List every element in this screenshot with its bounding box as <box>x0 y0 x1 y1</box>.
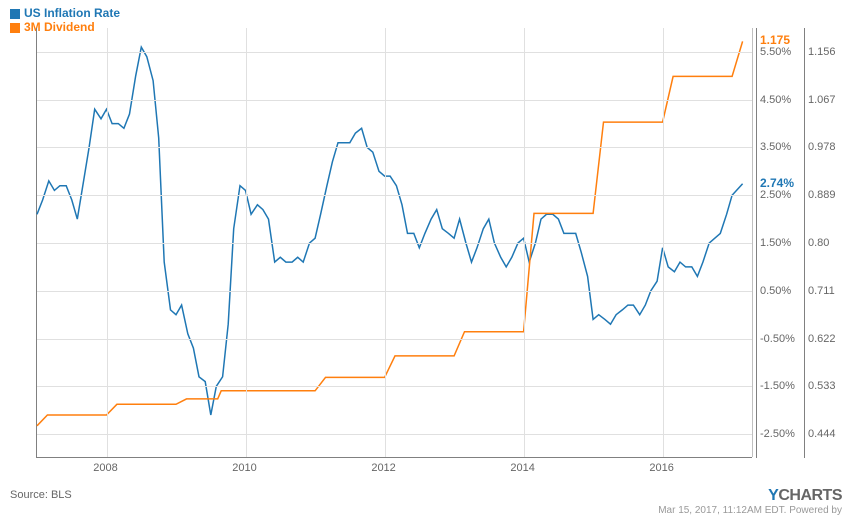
footer-timestamp: Mar 15, 2017, 11:12AM EDT. Powered by <box>658 505 842 516</box>
plot-area[interactable] <box>36 28 752 458</box>
chart-container: US Inflation Rate 3M Dividend Source: BL… <box>0 0 850 523</box>
y-right-tick: 0.533 <box>808 380 850 392</box>
gridline-v <box>107 28 108 457</box>
gridline-h <box>37 52 752 53</box>
series-end-label: 1.175 <box>758 33 792 47</box>
x-tick: 2016 <box>649 462 673 474</box>
gridline-h <box>37 434 752 435</box>
gridline-h <box>37 386 752 387</box>
y-axis-left-pct <box>756 28 757 458</box>
y-right-tick: 0.711 <box>808 285 850 297</box>
gridline-h <box>37 291 752 292</box>
y-right-tick: 1.156 <box>808 46 850 58</box>
y-right-tick: 1.067 <box>808 94 850 106</box>
x-tick: 2012 <box>371 462 395 474</box>
gridline-v <box>663 28 664 457</box>
gridline-v <box>246 28 247 457</box>
y-right-tick: 0.622 <box>808 333 850 345</box>
series-line <box>37 47 743 415</box>
gridline-v <box>385 28 386 457</box>
gridline-h <box>37 195 752 196</box>
y-right-tick: 0.444 <box>808 428 850 440</box>
y-right-tick: 0.80 <box>808 237 850 249</box>
legend-swatch-1 <box>10 23 20 33</box>
y-right-tick: 0.889 <box>808 189 850 201</box>
plot-right-border <box>752 28 753 457</box>
gridline-h <box>37 243 752 244</box>
gridline-h <box>37 147 752 148</box>
gridline-v <box>524 28 525 457</box>
x-tick: 2014 <box>510 462 534 474</box>
legend-label-0: US Inflation Rate <box>24 6 120 20</box>
legend-swatch-0 <box>10 9 20 19</box>
series-end-label: 2.74% <box>758 176 796 190</box>
footer-source: Source: BLS <box>10 489 72 501</box>
legend-item-0[interactable]: US Inflation Rate <box>10 6 120 20</box>
gridline-h <box>37 339 752 340</box>
ycharts-logo[interactable]: YCHARTS <box>768 487 842 505</box>
powered-by-text: Powered by <box>789 505 842 516</box>
y-right-tick: 0.978 <box>808 141 850 153</box>
timestamp-text: Mar 15, 2017, 11:12AM EDT. <box>658 505 786 516</box>
gridline-h <box>37 100 752 101</box>
x-tick: 2010 <box>232 462 256 474</box>
x-tick: 2008 <box>93 462 117 474</box>
